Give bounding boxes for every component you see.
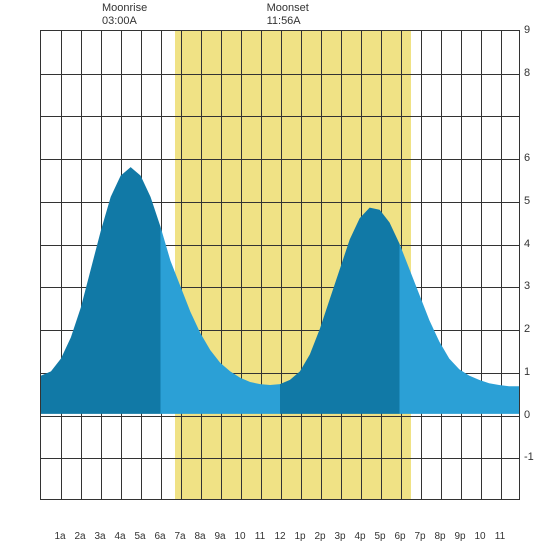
x-tick: 2a (74, 531, 85, 542)
tide-chart: Moonrise 03:00A Moonset 11:56A -10123456… (0, 0, 550, 550)
x-tick: 9a (214, 531, 225, 542)
x-tick: 6p (394, 531, 405, 542)
y-tick: 2 (524, 323, 544, 335)
y-tick: 6 (524, 152, 544, 164)
x-tick: 1a (54, 531, 65, 542)
plot-area (40, 30, 520, 500)
x-tick: 10 (234, 531, 245, 542)
x-tick: 6a (154, 531, 165, 542)
moonset-time: 11:56A (267, 15, 301, 27)
x-tick: 5a (134, 531, 145, 542)
y-tick: 9 (524, 24, 544, 36)
x-tick: 4p (354, 531, 365, 542)
x-tick: 2p (314, 531, 325, 542)
moonset-title: Moonset (267, 2, 309, 14)
x-tick: 11 (495, 531, 505, 542)
x-tick: 8p (434, 531, 445, 542)
x-tick: 4a (114, 531, 125, 542)
y-tick: 5 (524, 195, 544, 207)
y-tick: 3 (524, 280, 544, 292)
x-tick: 9p (454, 531, 465, 542)
x-tick: 10 (474, 531, 485, 542)
moonrise-time: 03:00A (102, 15, 137, 27)
x-tick: 8a (194, 531, 205, 542)
moonrise-title: Moonrise (102, 2, 147, 14)
daylight-band (175, 31, 411, 499)
x-tick: 12 (274, 531, 285, 542)
x-tick: 7p (414, 531, 425, 542)
moonrise-label: Moonrise 03:00A (102, 2, 147, 28)
x-tick: 1p (294, 531, 305, 542)
x-tick: 11 (255, 531, 265, 542)
y-tick: 4 (524, 238, 544, 250)
x-tick: 3a (94, 531, 105, 542)
x-tick: 7a (174, 531, 185, 542)
y-tick: -1 (524, 451, 544, 463)
x-tick: 5p (374, 531, 385, 542)
x-tick: 3p (334, 531, 345, 542)
y-tick: 8 (524, 67, 544, 79)
y-tick: 1 (524, 366, 544, 378)
moonset-label: Moonset 11:56A (267, 2, 309, 28)
y-tick: 0 (524, 409, 544, 421)
